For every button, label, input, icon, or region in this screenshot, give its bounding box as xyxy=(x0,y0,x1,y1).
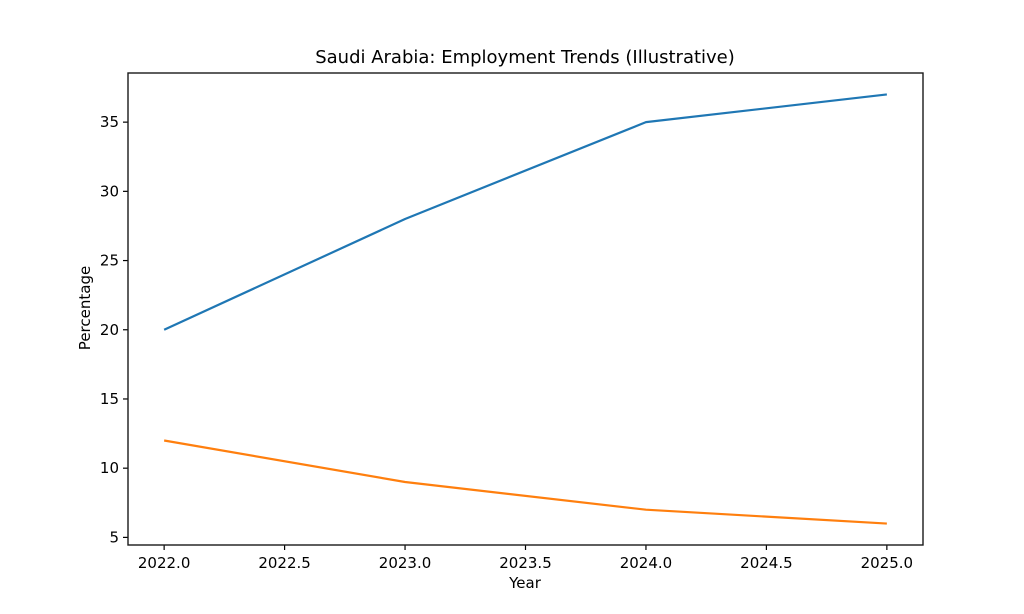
x-axis-label: Year xyxy=(508,574,542,592)
plot-frame xyxy=(127,72,924,546)
y-tick-label: 35 xyxy=(100,113,119,131)
x-tick-label: 2022.0 xyxy=(138,554,191,572)
plot-region: 2022.0 2022.5 2023.0 2023.5 2024.0 2024.5 2025… xyxy=(100,72,924,572)
x-tick-label: 2023.5 xyxy=(499,554,552,572)
x-tick-label: 2024.5 xyxy=(740,554,793,572)
y-tick-label: 25 xyxy=(100,252,119,270)
y-tick-label: 10 xyxy=(100,459,119,477)
x-tick-label: 2023.0 xyxy=(379,554,432,572)
y-axis-label: Percentage xyxy=(76,266,94,350)
chart-line-2 xyxy=(163,439,887,525)
chart-title: Saudi Arabia: Employment Trends (Illustr… xyxy=(315,47,735,68)
x-tick-label: 2025.0 xyxy=(861,554,914,572)
x-tick-label: 2024.0 xyxy=(620,554,673,572)
y-tick-label: 20 xyxy=(100,321,119,339)
y-tick-label: 15 xyxy=(100,390,119,408)
y-tick-label: 30 xyxy=(100,182,119,200)
x-tick-label: 2022.5 xyxy=(258,554,311,572)
chart-line-1 xyxy=(163,93,887,331)
y-tick-label: 5 xyxy=(109,528,119,546)
